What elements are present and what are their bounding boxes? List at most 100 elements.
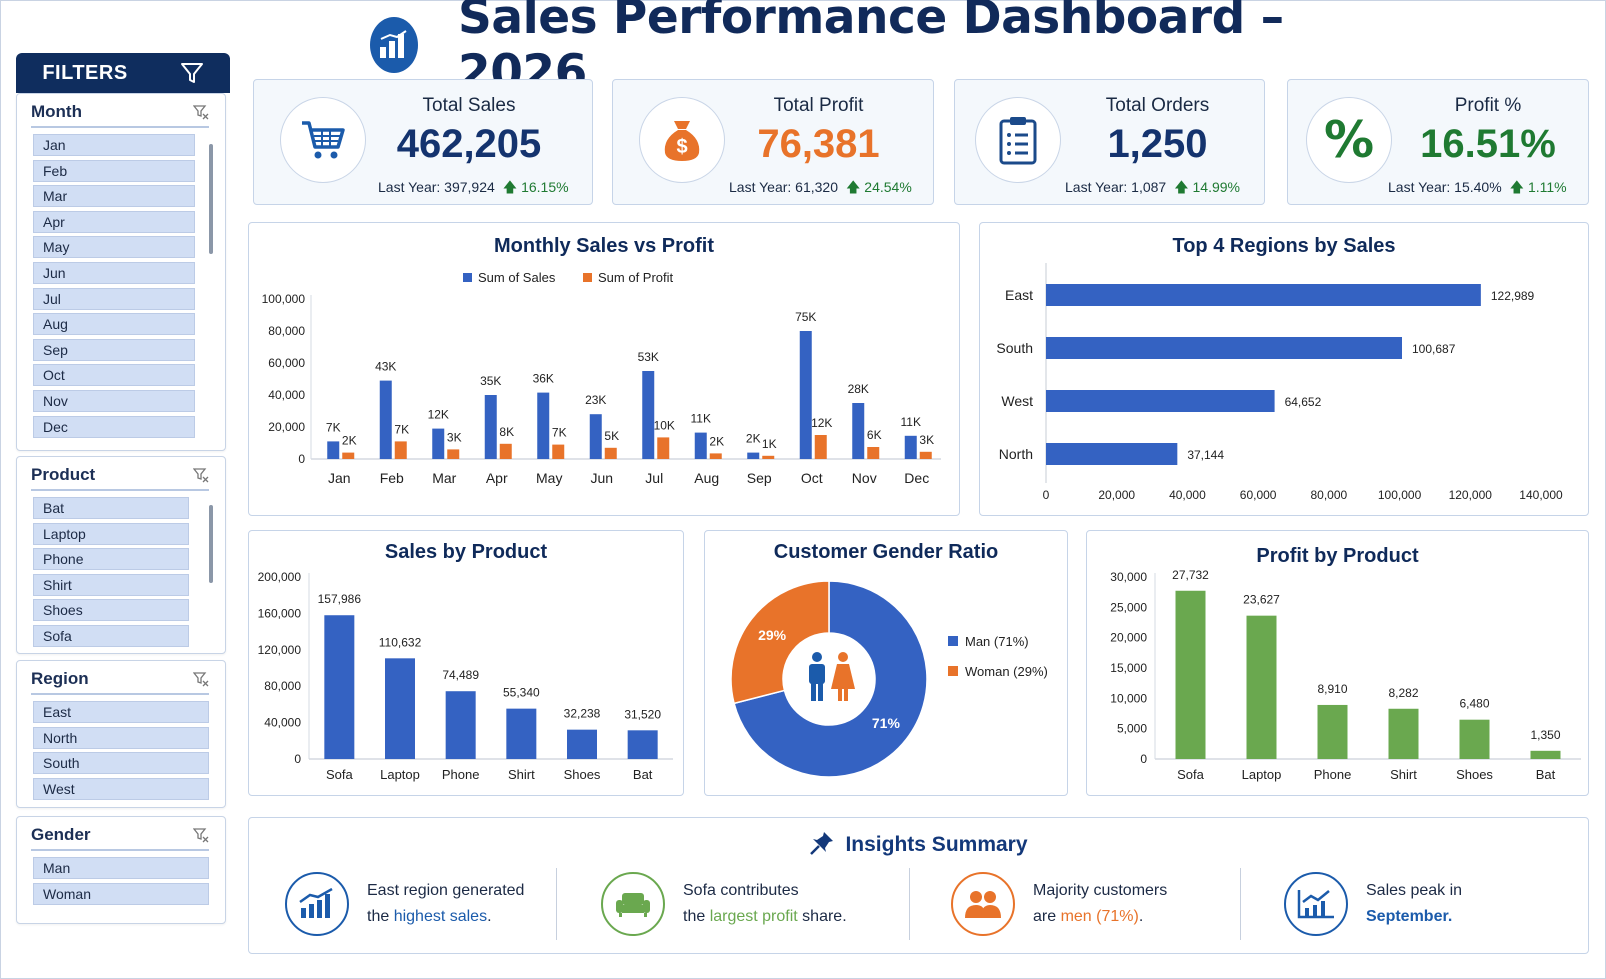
filter-item-north[interactable]: North: [33, 726, 209, 749]
clear-filter-icon[interactable]: [193, 827, 209, 843]
kpi-total-orders: Total Orders 1,250 Last Year: 1,087 🡅 14.…: [954, 79, 1265, 205]
insight-item: Sofa contributes the largest profit shar…: [601, 864, 847, 944]
clear-filter-icon[interactable]: [193, 467, 209, 483]
data-label: 6,480: [1459, 697, 1489, 711]
clear-filter-icon[interactable]: [193, 671, 209, 687]
filter-item-south[interactable]: South: [33, 752, 209, 775]
kpi-last-year: Last Year: 397,924 🡅 16.15%: [378, 179, 569, 195]
bar-profit: [499, 443, 512, 459]
x-tick-label: Shirt: [1390, 767, 1417, 782]
filter-item-shirt[interactable]: Shirt: [33, 573, 189, 596]
x-tick-label: Sofa: [1177, 767, 1205, 782]
bar: [506, 708, 537, 759]
data-label: 36K: [533, 372, 554, 386]
bar: [324, 615, 355, 759]
x-tick-label: 0: [1043, 488, 1050, 502]
filter-item-sofa[interactable]: Sofa: [33, 624, 189, 647]
x-tick-label: 40,000: [1169, 488, 1206, 502]
bar-profit: [814, 435, 827, 459]
bar-region: [1046, 390, 1275, 412]
filter-item-aug[interactable]: Aug: [33, 313, 195, 336]
y-tick-label: 80,000: [268, 324, 305, 338]
x-tick-label: Jul: [645, 470, 663, 486]
y-tick-label: East: [1005, 287, 1033, 303]
people-icon: [951, 872, 1015, 936]
bar: [445, 691, 476, 759]
funnel-icon[interactable]: [180, 61, 204, 85]
data-label: 27,732: [1172, 568, 1209, 582]
bar: [1317, 704, 1348, 759]
filter-item-bat[interactable]: Bat: [33, 497, 189, 519]
bar-profit: [342, 452, 355, 459]
scrollbar[interactable]: [209, 505, 213, 583]
filter-item-west[interactable]: West: [33, 777, 209, 800]
y-tick-label: 60,000: [268, 356, 305, 370]
bar-sales: [747, 452, 760, 459]
data-label: 55,340: [503, 686, 540, 700]
header: Sales Performance Dashboard – 2026: [370, 0, 1290, 100]
insights-panel: Insights Summary East region generated t…: [248, 817, 1589, 954]
insight-line: Sofa contributes: [683, 882, 799, 899]
filter-item-apr[interactable]: Apr: [33, 210, 195, 233]
filter-item-man[interactable]: Man: [33, 857, 209, 879]
bar-region: [1046, 443, 1178, 465]
kpi-profit-percent: % Profit % 16.51% Last Year: 15.40% 🡅 1.1…: [1287, 79, 1589, 205]
profit-product-chart: 0 5,000 10,000 15,000 20,000 25,000 30,000 27,7…: [1110, 568, 1581, 782]
filter-item-jan[interactable]: Jan: [33, 134, 195, 156]
filter-item-oct[interactable]: Oct: [33, 364, 195, 387]
trend-line-icon: [1284, 872, 1348, 936]
filter-item-dec[interactable]: Dec: [33, 415, 195, 438]
chart-title: Monthly Sales vs Profit: [493, 235, 715, 257]
x-tick-label: Shoes: [1456, 767, 1493, 782]
bar: [1459, 719, 1490, 759]
bar-sales: [484, 395, 497, 459]
region-filter: Region East North South West: [16, 660, 226, 808]
filter-item-feb[interactable]: Feb: [33, 159, 195, 182]
bar-sales: [799, 331, 812, 459]
filter-item-mar[interactable]: Mar: [33, 185, 195, 208]
scrollbar[interactable]: [209, 144, 213, 254]
x-tick-label: Phone: [1314, 767, 1352, 782]
filter-item-sep[interactable]: Sep: [33, 338, 195, 361]
bar-sales: [904, 435, 917, 459]
x-tick-label: Bat: [633, 767, 653, 782]
data-label: 32,238: [564, 707, 601, 721]
filter-item-phone[interactable]: Phone: [33, 548, 189, 571]
filter-item-jun[interactable]: Jun: [33, 261, 195, 284]
monthly-chart: 0 20,000 40,000 60,000 80,000 100,000 Sum of S…: [262, 270, 941, 486]
bar: [1388, 708, 1419, 759]
data-label: 31,520: [624, 707, 661, 721]
data-label: 5K: [604, 429, 619, 443]
data-label: 2K: [342, 434, 357, 448]
month-filter: Month Jan Feb Mar Apr May Jun Jul Aug Sep Oct Nov D…: [16, 93, 226, 451]
y-tick-label: 40,000: [268, 388, 305, 402]
filter-item-east[interactable]: East: [33, 701, 209, 723]
gender-filter: Gender Man Woman: [16, 816, 226, 924]
y-tick-label: 20,000: [1110, 631, 1147, 645]
y-tick-label: 20,000: [268, 420, 305, 434]
legend-swatch: [583, 273, 592, 282]
filter-item-nov[interactable]: Nov: [33, 389, 195, 412]
filter-item-shoes[interactable]: Shoes: [33, 599, 189, 622]
bar-profit: [552, 444, 565, 459]
bar-sales: [694, 432, 707, 459]
y-tick-label: West: [1001, 393, 1033, 409]
filter-item-woman[interactable]: Woman: [33, 882, 209, 905]
y-tick-label: 160,000: [258, 606, 302, 620]
bar-profit: [394, 441, 407, 459]
chart-title: Profit by Product: [1256, 545, 1419, 567]
x-tick-label: Nov: [852, 470, 877, 486]
bar-chart-icon: [370, 17, 419, 73]
legend-swatch: [463, 273, 472, 282]
filter-item-may[interactable]: May: [33, 236, 195, 259]
x-tick-label: 60,000: [1240, 488, 1277, 502]
filter-item-laptop[interactable]: Laptop: [33, 522, 189, 545]
filter-item-jul[interactable]: Jul: [33, 287, 195, 310]
bar: [567, 729, 597, 759]
x-tick-label: Laptop: [380, 767, 420, 782]
clear-filter-icon[interactable]: [193, 104, 209, 120]
y-tick-label: 100,000: [262, 292, 306, 306]
sales-product-chart: 0 40,000 80,000 120,000 160,000 200,000 157,98…: [258, 570, 673, 782]
x-tick-label: 140,000: [1519, 488, 1563, 502]
bar-sales: [642, 371, 655, 459]
